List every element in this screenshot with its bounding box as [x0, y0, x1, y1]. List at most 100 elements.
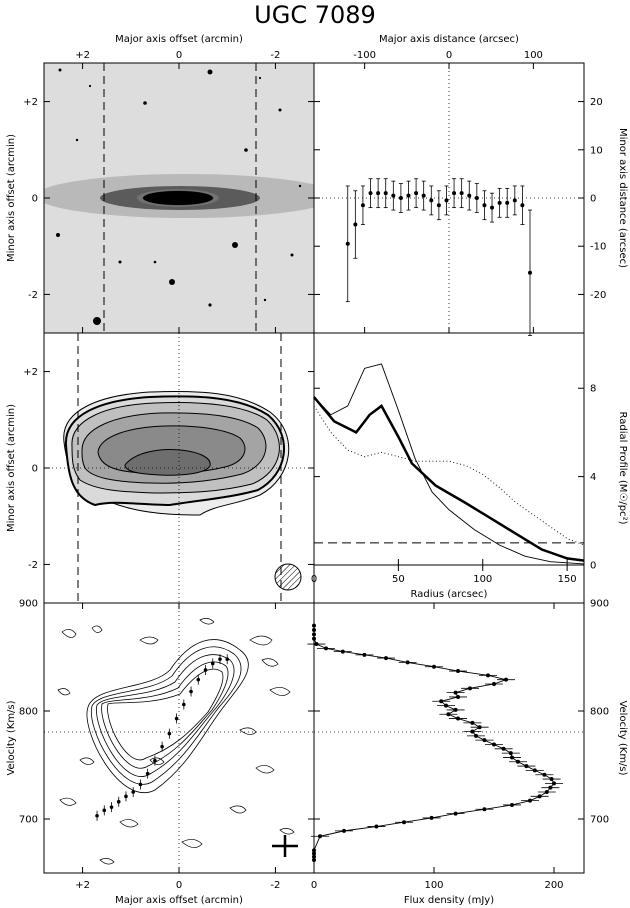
B-point-7 — [398, 196, 403, 200]
B-point-24 — [528, 270, 532, 275]
F-point-13 — [537, 794, 542, 799]
E-point-6 — [138, 782, 143, 787]
F-point-31 — [456, 716, 460, 721]
A-tick-label-2: -2 — [28, 290, 38, 301]
F-point-44 — [405, 660, 410, 665]
B-point-16 — [467, 193, 472, 198]
E-tick-label-2: 700 — [19, 815, 38, 826]
F-point-0 — [312, 858, 316, 863]
centroid-panel: Major axis distance (arcsec) Minor axis … — [313, 34, 628, 336]
F-point-34 — [444, 703, 448, 708]
E-point-14 — [196, 677, 201, 682]
D-tick-label-2: 0 — [590, 561, 596, 572]
F-point-21 — [516, 759, 520, 764]
B-tick-label-0: 20 — [590, 97, 603, 108]
figure-title: UGC 7089 — [254, 1, 376, 29]
F-point-12 — [528, 798, 532, 803]
F-point-14 — [544, 790, 549, 794]
E-point-5 — [131, 790, 135, 794]
field-stars — [56, 68, 302, 325]
radial-profile-panel: Radius (arcsec) Radial Profile (M☉/pc²) … — [311, 332, 628, 604]
bottom-left-ylabel: Velocity (Km/s) — [6, 700, 17, 775]
B-tick-label-3: -10 — [590, 242, 606, 253]
B-point-18 — [482, 203, 487, 208]
bottom-right-xlabel: Flux density (mJy) — [404, 895, 494, 906]
F-point-24 — [501, 746, 506, 751]
C-tick-label-0: +2 — [23, 367, 38, 378]
D-tick-label-3: 150 — [558, 574, 577, 585]
bottom-left-xlabel: Major axis offset (arcmin) — [115, 895, 243, 906]
F-point-39 — [492, 682, 496, 686]
E-point-15 — [203, 668, 208, 672]
D-tick-label-0: 0 — [311, 574, 317, 585]
F-point-23 — [508, 751, 513, 756]
E-tick-label-0: +2 — [75, 880, 90, 891]
B-point-5 — [383, 191, 388, 196]
B-point-10 — [421, 193, 426, 198]
E-tick-label-1: 0 — [176, 880, 182, 891]
F-point-46 — [362, 652, 367, 657]
F-point-38 — [468, 686, 472, 691]
F-point-4 — [318, 834, 322, 839]
B-point-4 — [376, 191, 381, 196]
B-point-11 — [429, 198, 434, 203]
B-point-17 — [474, 196, 479, 200]
top-left-xlabel: Major axis offset (arcmin) — [115, 34, 243, 45]
B-point-12 — [436, 203, 441, 208]
F-point-41 — [486, 673, 490, 678]
mid-left-ylabel: Minor axis offset (arcmin) — [6, 404, 17, 532]
E-tick-label-0: 900 — [19, 599, 38, 610]
B-point-1 — [353, 222, 358, 227]
F-point-3 — [312, 848, 316, 853]
C-tick-label-2: -2 — [28, 560, 38, 571]
D-series-thin — [313, 363, 585, 565]
F-point-29 — [477, 725, 482, 730]
pv-noise-contours — [57, 618, 295, 865]
F-point-11 — [510, 802, 514, 807]
E-point-1 — [102, 808, 107, 813]
E-point-11 — [174, 716, 179, 721]
D-tick-label-0: 8 — [590, 384, 596, 395]
B-point-6 — [391, 193, 396, 198]
E-point-2 — [109, 805, 114, 809]
A-tick-label-2: -2 — [270, 50, 280, 61]
F-point-6 — [374, 824, 379, 829]
F-point-20 — [524, 764, 529, 769]
E-tick-label-2: -2 — [270, 880, 280, 891]
B-tick-label-4: -20 — [590, 290, 606, 301]
top-left-ylabel: Minor axis offset (arcmin) — [6, 134, 17, 262]
B-tick-label-1: 0 — [446, 50, 452, 61]
B-tick-label-1: 10 — [590, 145, 603, 156]
contour-core — [124, 449, 211, 476]
A-tick-label-0: +2 — [23, 97, 38, 108]
bottom-right-ylabel: Velocity (Km/s) — [617, 700, 628, 775]
A-tick-label-1: 0 — [176, 50, 182, 61]
F-point-47 — [340, 649, 345, 654]
B-tick-label-2: 0 — [590, 194, 596, 205]
E-point-16 — [210, 661, 215, 666]
B-point-22 — [512, 198, 517, 203]
B-point-2 — [360, 203, 365, 208]
E-point-8 — [153, 758, 157, 763]
F-tick-label-1: 100 — [424, 880, 443, 891]
F-point-30 — [470, 720, 475, 725]
F-point-53 — [312, 623, 316, 628]
F-point-50 — [312, 636, 316, 641]
F-point-9 — [453, 811, 458, 816]
E-point-9 — [160, 744, 164, 749]
F-point-18 — [542, 772, 547, 777]
B-point-19 — [490, 205, 495, 210]
F-point-10 — [482, 807, 487, 812]
pv-main-contours — [86, 639, 249, 793]
F-point-22 — [510, 755, 514, 760]
F-point-7 — [402, 820, 406, 825]
D-tick-label-1: 50 — [392, 574, 405, 585]
B-point-8 — [406, 193, 411, 198]
F-point-52 — [312, 628, 316, 632]
F-profile-line — [313, 625, 555, 861]
F-point-27 — [474, 733, 478, 738]
F-tick-label-2: 200 — [544, 880, 563, 891]
A-tick-label-1: 0 — [32, 194, 38, 205]
E-point-3 — [116, 799, 121, 804]
E-point-0 — [95, 813, 99, 818]
